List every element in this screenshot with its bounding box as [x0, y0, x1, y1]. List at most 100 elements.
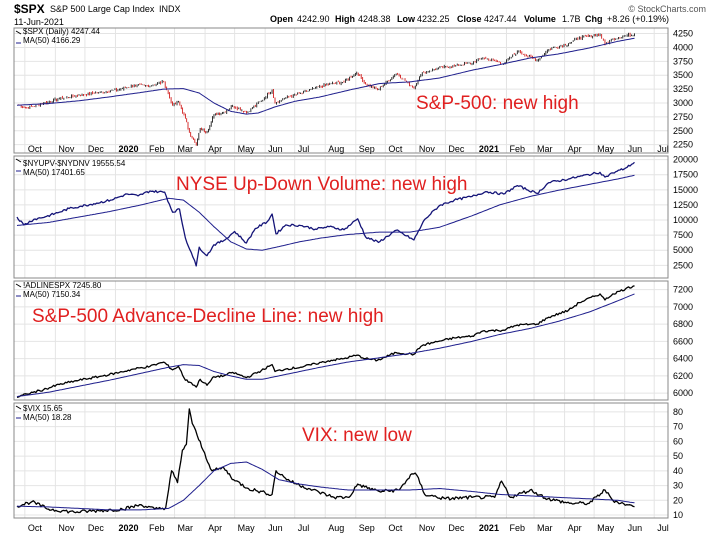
legend-swatch-main	[15, 405, 22, 410]
header-low-label: Low	[397, 14, 416, 24]
y-tick-label: 6600	[673, 336, 693, 346]
y-tick-label: 40	[673, 466, 683, 476]
x-tick-label-top: 2021	[479, 144, 499, 154]
x-tick-label-bottom: Oct	[28, 523, 43, 533]
x-tick-label-top: Jun	[268, 144, 283, 154]
x-tick-label-top: Dec	[88, 144, 105, 154]
y-tick-label: 60	[673, 436, 683, 446]
legend-swatch-main	[15, 30, 22, 35]
x-tick-label-top: Jul	[298, 144, 310, 154]
legend-up-down-volume-ma: MA(50) 17401.65	[23, 168, 85, 177]
ma-line-1	[16, 174, 635, 251]
legend-adline-value: !ADLINESPX 7245.80	[23, 281, 102, 290]
x-tick-label-bottom: Jun	[628, 523, 643, 533]
legend-swatch-main	[15, 158, 22, 163]
x-tick-label-bottom: Dec	[88, 523, 105, 533]
header-ticker: $SPX	[14, 2, 45, 16]
panel-frame	[13, 402, 669, 519]
y-tick-label: 17500	[673, 170, 698, 180]
x-tick-label-bottom: 2020	[118, 523, 138, 533]
header-chg-value: +8.26 (+0.19%)	[607, 14, 669, 24]
x-tick-label-top: Apr	[208, 144, 222, 154]
legend-swatch-main	[15, 283, 22, 288]
y-tick-label: 6000	[673, 388, 693, 398]
annotation-vix: VIX: new low	[302, 425, 412, 446]
annotation-adline: S&P-500 Advance-Decline Line: new high	[32, 306, 384, 327]
y-tick-label: 30	[673, 481, 683, 491]
x-tick-label-bottom: Oct	[388, 523, 403, 533]
x-tick-label-bottom: Sep	[359, 523, 375, 533]
x-tick-label-top: Jul	[657, 144, 669, 154]
x-tick-label-bottom: Feb	[509, 523, 525, 533]
y-tick-label: 3500	[673, 70, 693, 80]
ma-line-0	[16, 37, 635, 115]
header-close-value: 4247.44	[484, 14, 517, 24]
x-tick-label-top: Jun	[628, 144, 643, 154]
x-tick-label-bottom: Jul	[298, 523, 310, 533]
panel-frame	[13, 27, 669, 154]
x-tick-label-bottom: Apr	[208, 523, 222, 533]
x-tick-label-bottom: May	[597, 523, 615, 533]
y-tick-label: 2750	[673, 112, 693, 122]
header-index-name: S&P 500 Large Cap Index	[50, 4, 155, 14]
y-tick-label: 12500	[673, 200, 698, 210]
y-tick-label: 80	[673, 407, 683, 417]
x-tick-label-top: Sep	[359, 144, 375, 154]
y-tick-label: 2500	[673, 126, 693, 136]
x-tick-label-bottom: Aug	[328, 523, 344, 533]
x-tick-label-top: 2020	[118, 144, 138, 154]
x-axis: Oct Oct Nov Nov Dec Dec 2020 2020 Feb Feb Mar Mar Ap…	[28, 144, 669, 533]
x-tick-label-bottom: Dec	[448, 523, 465, 533]
y-tick-label: 3250	[673, 84, 693, 94]
y-tick-label: 4250	[673, 29, 693, 39]
legend-adline: !ADLINESPX 7245.80 MA(50) 7150.34	[23, 281, 102, 299]
x-tick-label-bottom: Feb	[149, 523, 165, 533]
y-tick-label: 7000	[673, 302, 693, 312]
panel-0: 2250 2500 2750 3000 3250 3500 3750 4000 4250	[13, 27, 693, 154]
header-volume-value: 1.7B	[562, 14, 581, 24]
y-tick-label: 20	[673, 495, 683, 505]
legend-up-down-volume-value: $NYUPV-$NYDNV 19555.54	[23, 159, 126, 168]
x-tick-label-bottom: Mar	[537, 523, 553, 533]
header-date: 11-Jun-2021	[14, 17, 64, 27]
x-tick-label-bottom: Apr	[568, 523, 582, 533]
x-tick-label-top: Aug	[328, 144, 344, 154]
header-chg-label: Chg	[585, 14, 603, 24]
y-tick-label: 2500	[673, 260, 693, 270]
y-tick-label: 7200	[673, 285, 693, 295]
x-tick-label-bottom: Nov	[58, 523, 75, 533]
annotation-up-down-volume: NYSE Up-Down Volume: new high	[176, 174, 467, 195]
x-tick-label-top: Mar	[178, 144, 194, 154]
y-tick-label: 3000	[673, 98, 693, 108]
x-tick-label-top: Feb	[149, 144, 165, 154]
x-tick-label-top: Feb	[509, 144, 525, 154]
panels-layer: 2250 2500 2750 3000 3250 3500 3750 4000 4250 2500…	[13, 27, 698, 533]
header-low-value: 4232.25	[417, 14, 450, 24]
spx-candles	[17, 32, 635, 146]
legend-vix-ma: MA(50) 18.28	[23, 413, 72, 422]
x-tick-label-top: Dec	[448, 144, 465, 154]
panel-frame	[13, 155, 669, 279]
x-tick-label-bottom: Nov	[419, 523, 436, 533]
y-tick-label: 6800	[673, 319, 693, 329]
x-tick-label-top: Mar	[537, 144, 553, 154]
ma-line-3	[17, 461, 635, 511]
header-high-value: 4248.38	[358, 14, 391, 24]
x-tick-label-bottom: Mar	[178, 523, 194, 533]
y-tick-label: 2250	[673, 140, 693, 150]
y-tick-label: 5000	[673, 245, 693, 255]
panel-3: 10 20 30 40 50 60 70 80	[13, 402, 683, 520]
annotation-spx: S&P-500: new high	[416, 93, 579, 114]
x-tick-label-bottom: May	[238, 523, 256, 533]
legend-spx-ma: MA(50) 4166.29	[23, 36, 81, 45]
x-tick-label-top: May	[597, 144, 615, 154]
y-tick-label: 6400	[673, 354, 693, 364]
y-tick-label: 10000	[673, 215, 698, 225]
y-tick-label: 6200	[673, 371, 693, 381]
source-watermark: © StockCharts.com	[628, 4, 706, 14]
panel-2: 6000 6200 6400 6600 6800 7000 7200	[13, 280, 693, 401]
legend-vix: $VIX 15.65 MA(50) 18.28	[23, 404, 72, 422]
y-tick-label: 3750	[673, 56, 693, 66]
legend-adline-ma: MA(50) 7150.34	[23, 290, 81, 299]
